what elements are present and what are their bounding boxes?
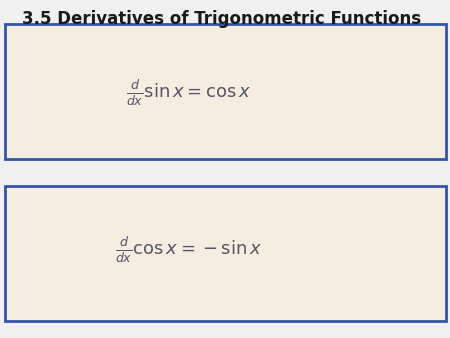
Text: $\frac{d}{dx}\sin x = \cos x$: $\frac{d}{dx}\sin x = \cos x$ (126, 78, 252, 108)
FancyBboxPatch shape (4, 24, 446, 159)
Text: $\frac{d}{dx}\cos x = -\sin x$: $\frac{d}{dx}\cos x = -\sin x$ (115, 235, 263, 265)
Text: 3.5 Derivatives of Trigonometric Functions: 3.5 Derivatives of Trigonometric Functio… (22, 10, 422, 28)
FancyBboxPatch shape (4, 186, 446, 321)
